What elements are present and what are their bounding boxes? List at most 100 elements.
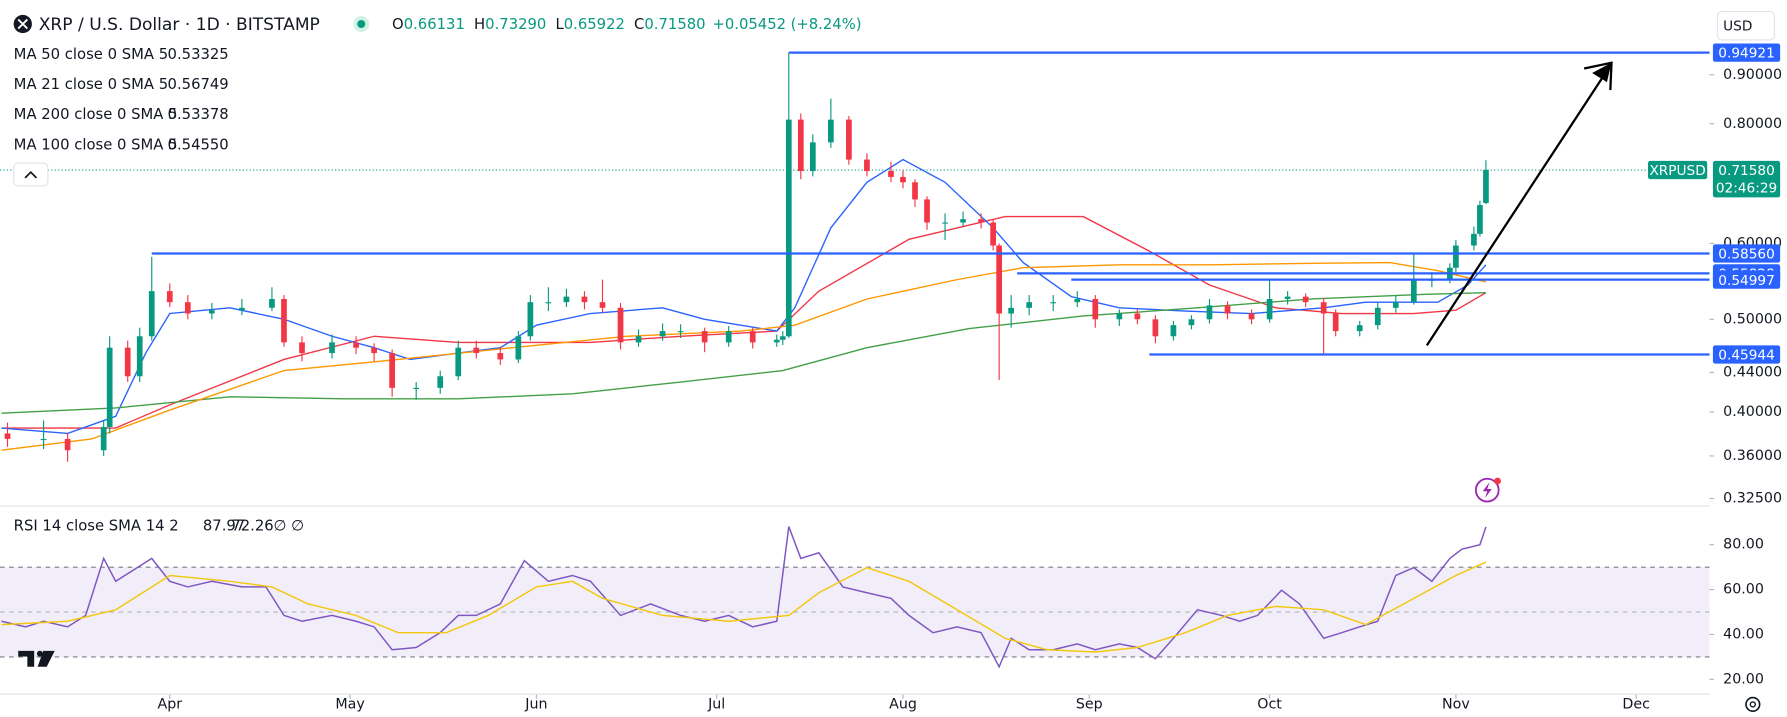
collapse-box[interactable] (13, 162, 49, 187)
y-tick-label: 0.40000 (1723, 404, 1782, 420)
lightning-icon[interactable] (1474, 477, 1501, 503)
candle-body (635, 336, 642, 343)
rsi-legend: RSI 14 close SMA 14 2 87.97 72.26 ∅ ∅ (14, 518, 304, 535)
candle-body (473, 347, 480, 354)
candle-body (1483, 170, 1489, 203)
y-tick-label: 0.36000 (1723, 448, 1782, 464)
candle-body (136, 336, 143, 377)
x-tick-label: Jul (707, 696, 725, 712)
candle-body (371, 347, 377, 354)
candle-body (990, 222, 996, 246)
symbol-icon-mark (17, 18, 28, 30)
currency[interactable]: USD (1723, 18, 1752, 34)
candle-body (1074, 298, 1081, 303)
ohlc-name: C (634, 16, 644, 33)
candle-body (545, 302, 552, 304)
candle-body (389, 353, 395, 388)
ohlc-value: 0.66131 (404, 16, 465, 33)
candle-body (437, 376, 444, 388)
candle-body (1284, 296, 1291, 299)
candle-body (1477, 205, 1483, 234)
collapse-chevron[interactable] (24, 170, 38, 179)
plot-back: 0.900000.800000.600000.500000.440000.400… (0, 67, 1782, 712)
candle-body (1026, 302, 1033, 308)
last-price-name-box (1647, 160, 1708, 180)
candle-body (497, 353, 504, 360)
candle-body (581, 296, 588, 303)
candle-body (299, 342, 305, 354)
ohlc-value: 0.71580 (644, 16, 705, 33)
ma-line (1, 261, 1487, 451)
candle-body (900, 176, 906, 183)
candle-body (960, 219, 966, 223)
logo (18, 650, 55, 667)
y-tick-label: 0.44000 (1723, 364, 1782, 380)
ohlc-value: 0.65922 (564, 16, 625, 33)
x-tick-label: Aug (889, 696, 917, 712)
ma-line (1, 292, 1486, 414)
candle-body (64, 438, 71, 451)
ma-legend-name: MA 21 close 0 SMA 5 (14, 76, 168, 93)
level-label: 0.58560 (1718, 247, 1774, 263)
candle-body (1302, 296, 1309, 303)
rsi-sma-value: 72.26 (231, 518, 273, 535)
settings-icon[interactable] (1745, 696, 1761, 713)
candle-body (888, 171, 894, 177)
candle-body (1374, 307, 1381, 326)
ma-legend-value: 0.53378 (168, 106, 229, 123)
x-tick-label: Dec (1622, 696, 1650, 712)
candle-body (846, 119, 852, 160)
trend-arrow (1425, 61, 1613, 347)
ma-legend-value: 0.56749 (168, 76, 229, 93)
candle-body (124, 347, 131, 377)
collapse-button[interactable] (13, 162, 49, 187)
candle-body (1170, 325, 1177, 337)
candle-body (1008, 307, 1015, 314)
candle-body (1152, 319, 1159, 337)
ma-legend-name: MA 50 close 0 SMA 5 (14, 46, 168, 63)
candle-body (942, 222, 948, 224)
ohlc-name: H (474, 16, 485, 33)
candle-body (1356, 325, 1363, 332)
candle-body (617, 307, 624, 343)
candle-body (1266, 298, 1273, 320)
y-tick-label: 0.80000 (1723, 116, 1782, 132)
ma-legend-name: MA 100 close 0 SMA 5 (14, 136, 178, 153)
candle-body (1471, 233, 1477, 246)
change-pct: (+8.24%) (791, 16, 862, 33)
candle-body (864, 159, 870, 172)
candle-body (779, 336, 786, 340)
x-tick-label: Sep (1076, 696, 1103, 712)
x-tick-label: Nov (1442, 696, 1470, 712)
candle-body (281, 298, 287, 343)
rsi-title: RSI 14 close SMA 14 2 (14, 518, 179, 535)
candle-body (1092, 298, 1099, 320)
level-label: 0.54997 (1718, 273, 1774, 289)
x-tick-label: May (335, 696, 364, 712)
ma-legend-value: 0.53325 (168, 46, 229, 63)
currency-button[interactable]: USD (1716, 10, 1776, 41)
y-tick-label: 40.00 (1723, 626, 1764, 642)
currency-box[interactable] (1716, 10, 1776, 41)
candle-body (413, 387, 420, 390)
candle-body (797, 119, 804, 172)
level-label-box (1712, 345, 1781, 364)
candle-body (166, 291, 173, 303)
candle-body (563, 296, 570, 303)
candle-body (208, 310, 215, 314)
candle-body (599, 302, 606, 308)
candle-body (1134, 313, 1141, 320)
y-tick-label: 20.00 (1723, 671, 1764, 687)
candle-body (100, 426, 107, 451)
y-tick-label: 60.00 (1723, 582, 1764, 598)
level-label-box (1712, 244, 1781, 263)
ohlc-name: L (555, 16, 564, 33)
symbol-title: XRP / U.S. Dollar · 1D · BITSTAMP (39, 15, 320, 35)
ohlc-name: O (392, 16, 404, 33)
candle-body (1206, 305, 1213, 320)
header-bg (0, 6, 844, 42)
candle-body (1453, 245, 1459, 268)
y-tick-label: 0.50000 (1723, 311, 1782, 327)
